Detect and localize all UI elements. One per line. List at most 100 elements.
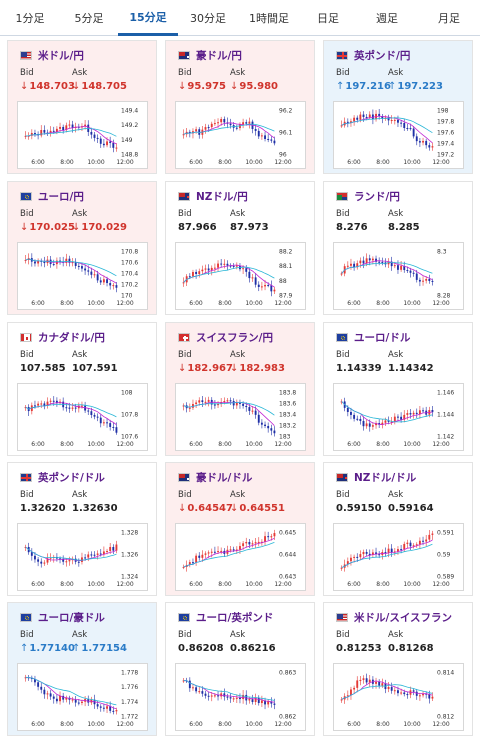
currency-pair-link[interactable]: ユーロ/英ポンド [196,611,274,624]
currency-card[interactable]: ユーロ/円 Bid Ask ↓170.025 ↓170.029 170.8 170… [7,181,157,315]
ma-short-line [341,260,433,280]
mini-candlestick-chart[interactable]: 0.645 0.644 0.643 6:00 8:00 10:00 12:00 [175,523,306,591]
candle-body [43,261,46,264]
price-arrow-icon: ↑ [72,643,81,654]
mini-candlestick-chart[interactable]: 8.3 8.28 6:00 8:00 10:00 12:00 [333,242,464,310]
candle-body [397,690,399,694]
ask-label: Ask [72,630,88,640]
mini-candlestick-chart[interactable]: 170.8 170.6 170.4 170.2 170 6:00 8:00 10:00 12:0… [17,242,148,310]
x-tick-label: 10:00 [403,441,420,448]
y-tick-label: 96.2 [279,108,293,115]
currency-pair-link[interactable]: NZドル/ドル [354,471,417,484]
tab-1min[interactable]: 1分足 [15,12,45,25]
chart-svg: 198 197.8 197.6 197.4 197.2 6:00 8:00 10:00 12:0… [340,108,454,166]
currency-pair-link[interactable]: ユーロ/ドル [354,331,411,344]
mini-candlestick-chart[interactable]: 0.814 0.812 6:00 8:00 10:00 12:00 [333,663,464,731]
candle-body [431,696,434,699]
candle-body [217,695,219,697]
currency-pair-link[interactable]: ユーロ/豪ドル [38,611,105,624]
currency-pair-link[interactable]: 英ポンド/円 [354,49,411,62]
candle-body [81,557,83,562]
tab-5min[interactable]: 5分足 [74,12,104,25]
currency-card[interactable]: 豪ドル/円 Bid Ask ↓95.975 ↓95.980 96.2 96.1 96… [165,40,315,174]
candle-body [251,543,254,545]
currency-pair-link[interactable]: スイスフラン/円 [196,331,274,344]
candle-body [242,543,245,547]
currency-pair-link[interactable]: NZドル/円 [196,190,248,203]
currency-card[interactable]: 英ポンド/円 Bid Ask ↑197.216 ↑197.223 198 197.… [323,40,473,174]
tab-30min[interactable]: 30分足 [190,12,226,25]
mini-candlestick-chart[interactable]: 88.2 88.1 88 87.9 6:00 8:00 10:00 12:00 [175,242,306,310]
candle-body [93,134,96,138]
price-labels: Bid Ask [178,68,245,78]
mini-candlestick-chart[interactable]: 0.591 0.59 0.589 6:00 8:00 10:00 12:00 [333,523,464,591]
tab-daily[interactable]: 日足 [317,12,339,25]
candle-body [71,262,74,264]
mini-candlestick-chart[interactable]: 1.328 1.326 1.324 6:00 8:00 10:00 12:00 [17,523,148,591]
tab-15min[interactable]: 15分足 [118,0,178,36]
bid-label: Bid [336,350,350,360]
bid-price: 0.59150 [336,503,382,514]
y-tick-label: 197.2 [437,152,454,159]
currency-card[interactable]: 豪ドル/ドル Bid Ask ↓0.64547 ↓0.64551 0.645 0.… [165,462,315,596]
ask-price: 0.59164 [388,503,434,514]
x-tick-label: 12:00 [432,441,449,448]
mini-candlestick-chart[interactable]: 1.146 1.144 1.142 6:00 8:00 10:00 12:00 [333,383,464,451]
candle-body [422,540,424,542]
y-tick-label: 149 [121,137,133,144]
mini-candlestick-chart[interactable]: 149.4 149.2 149 148.8 6:00 8:00 10:00 12:00 [17,101,148,169]
candle-body [68,124,71,126]
currency-pair-link[interactable]: 豪ドル/円 [196,49,242,62]
x-tick-label: 6:00 [31,159,45,166]
currency-pair-link[interactable]: 英ポンド/ドル [38,471,105,484]
currency-card[interactable]: 米ドル/スイスフラン Bid Ask 0.81253 0.81268 0.814… [323,602,473,736]
mini-candlestick-chart[interactable]: 108 107.8 107.6 6:00 8:00 10:00 12:00 [17,383,148,451]
currency-pair-link[interactable]: 豪ドル/ドル [196,471,253,484]
currency-card[interactable]: スイスフラン/円 Bid Ask ↓182.967 ↓182.983 183.8… [165,322,315,456]
country-flag-icon [178,50,190,60]
currency-pair-link[interactable]: ランド/円 [354,190,400,203]
mini-candlestick-chart[interactable]: 198 197.8 197.6 197.4 197.2 6:00 8:00 10:00 12:0… [333,101,464,169]
card-header: 豪ドル/ドル [178,470,252,484]
mini-candlestick-chart[interactable]: 183.8 183.6 183.4 183.2 183 6:00 8:00 10:00 12:0… [175,383,306,451]
mini-candlestick-chart[interactable]: 96.2 96.1 96 6:00 8:00 10:00 12:00 [175,101,306,169]
bid-label: Bid [336,490,350,500]
currency-pair-link[interactable]: 米ドル/スイスフラン [354,611,453,624]
country-flag-icon [178,332,190,342]
currency-card[interactable]: 米ドル/円 Bid Ask ↓148.703 ↓148.705 149.4 149… [7,40,157,174]
candle-body [235,265,238,267]
candle-body [213,123,216,125]
currency-card[interactable]: ランド/円 Bid Ask 8.276 8.285 8.3 8.28 6:00 8:0… [323,181,473,315]
candle-body [99,138,102,144]
candle-body [229,265,232,267]
y-tick-label: 198 [437,108,449,115]
currency-card[interactable]: カナダドル/円 Bid Ask 107.585 107.591 108 107.8… [7,322,157,456]
currency-card[interactable]: 英ポンド/ドル Bid Ask 1.32620 1.32630 1.328 1.3… [7,462,157,596]
candle-body [412,690,415,692]
tab-weekly[interactable]: 週足 [376,12,398,25]
mini-candlestick-chart[interactable]: 0.863 0.862 6:00 8:00 10:00 12:00 [175,663,306,731]
currency-card[interactable]: NZドル/円 Bid Ask 87.966 87.973 88.2 88.1 88 8… [165,181,315,315]
currency-card[interactable]: NZドル/ドル Bid Ask 0.59150 0.59164 0.591 0.5… [323,462,473,596]
currency-pair-link[interactable]: カナダドル/円 [38,331,105,344]
candle-body [55,698,58,702]
currency-card[interactable]: ユーロ/ドル Bid Ask 1.14339 1.14342 1.146 1.14… [323,322,473,456]
candle-body [245,541,248,544]
currency-pair-link[interactable]: 米ドル/円 [38,49,84,62]
candle-body [106,279,108,284]
bid-price: ↑1.77140 [20,643,75,654]
candle-body [412,272,415,274]
currency-card[interactable]: ユーロ/豪ドル Bid Ask ↑1.77140 ↑1.77154 1.778 1… [7,602,157,736]
bid-price: ↑197.216 [336,81,391,92]
y-tick-label: 1.772 [121,714,138,721]
currency-card[interactable]: ユーロ/英ポンド Bid Ask 0.86208 0.86216 0.863 0.… [165,602,315,736]
candle-body [400,692,403,694]
tab-monthly[interactable]: 月足 [438,12,460,25]
ma-long-line [341,117,433,134]
candle-body [346,695,349,697]
mini-candlestick-chart[interactable]: 1.778 1.776 1.774 1.772 6:00 8:00 10:00 12:00 [17,663,148,731]
candle-body [201,554,204,558]
tab-1hour[interactable]: 1時間足 [249,12,289,25]
candle-body [213,404,216,406]
currency-pair-link[interactable]: ユーロ/円 [38,190,84,203]
